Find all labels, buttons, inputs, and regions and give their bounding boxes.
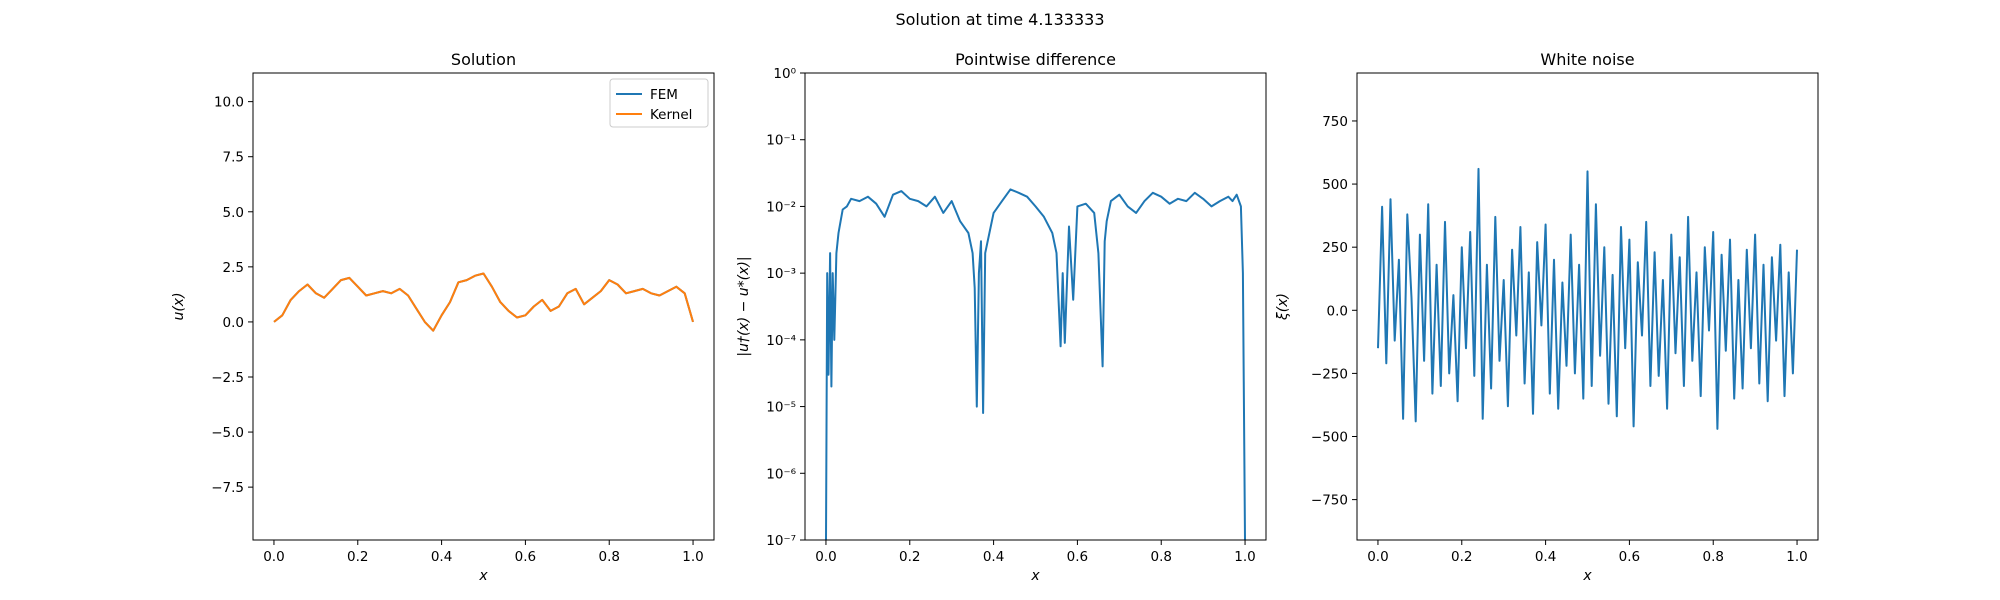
y-tick-label: −250 xyxy=(1311,366,1348,382)
x-tick-label: 1.0 xyxy=(1234,549,1255,565)
y-tick-label: 500 xyxy=(1322,177,1348,193)
x-tick-label: 0.4 xyxy=(431,549,452,565)
y-tick-label: 10⁻² xyxy=(766,199,796,215)
solution-panel: 0.0 0.2 0.4 0.6 0.8 1.0 −7.5 −5.0 −2.5 0.0 2.5 5.0 7… xyxy=(171,50,715,584)
y-tick-label: 10⁻⁴ xyxy=(766,333,796,349)
y-tick-label: −5.0 xyxy=(211,425,244,441)
legend: FEM Kernel xyxy=(609,78,709,128)
panel-title: Pointwise difference xyxy=(955,50,1116,69)
plot-area xyxy=(825,188,1246,540)
x-tick-label: 0.0 xyxy=(263,549,284,565)
fem-series-line xyxy=(273,272,694,332)
x-axis-label: x xyxy=(1030,568,1040,584)
plot-area xyxy=(1377,167,1798,430)
y-tick-label: 10⁰ xyxy=(773,66,796,82)
x-tick-label: 0.6 xyxy=(1067,549,1088,565)
figure-suptitle: Solution at time 4.133333 xyxy=(895,10,1104,29)
y-tick-label: −7.5 xyxy=(211,480,244,496)
axes-frame xyxy=(804,72,1267,541)
y-tick-label: −500 xyxy=(1311,430,1348,446)
y-tick-label: −2.5 xyxy=(211,370,244,386)
axes-frame xyxy=(1356,72,1819,541)
x-axis-label: x xyxy=(478,568,488,584)
x-axis-label: x xyxy=(1582,568,1592,584)
x-tick-label: 0.8 xyxy=(1702,549,1723,565)
panel-title: Solution xyxy=(451,50,516,69)
x-tick-label: 0.2 xyxy=(347,549,368,565)
y-axis-label: ξ(x) xyxy=(1275,293,1291,321)
x-tick-label: 1.0 xyxy=(682,549,703,565)
x-tick-label: 0.8 xyxy=(598,549,619,565)
y-tick-label: 10⁻¹ xyxy=(766,133,796,149)
y-tick-label: 10.0 xyxy=(214,95,244,111)
x-tick-label: 0.2 xyxy=(899,549,920,565)
y-axis-label: u(x) xyxy=(171,292,187,320)
y-axis-label: |u†(x) − u*(x)| xyxy=(736,256,752,356)
x-tick-label: 0.0 xyxy=(815,549,836,565)
x-tick-label: 0.6 xyxy=(515,549,536,565)
y-tick-label: 10⁻⁷ xyxy=(766,533,796,549)
y-tick-label: 5.0 xyxy=(223,205,244,221)
x-tick-label: 0.6 xyxy=(1619,549,1640,565)
y-tick-label: 10⁻⁵ xyxy=(766,400,796,416)
white-noise-panel: 0.0 0.2 0.4 0.6 0.8 1.0 −750 −500 −250 0.0 250 500 7… xyxy=(1275,50,1819,584)
x-tick-label: 1.0 xyxy=(1786,549,1807,565)
x-tick-label: 0.0 xyxy=(1367,549,1388,565)
data-series-line xyxy=(1377,167,1798,430)
y-tick-label: 2.5 xyxy=(223,260,244,276)
x-tick-label: 0.4 xyxy=(1535,549,1556,565)
axes-frame xyxy=(252,72,715,541)
y-tick-label: 10⁻⁶ xyxy=(766,466,796,482)
y-tick-label: 7.5 xyxy=(223,150,244,166)
plot-area xyxy=(273,272,694,332)
x-tick-label: 0.2 xyxy=(1451,549,1472,565)
x-tick-label: 0.8 xyxy=(1150,549,1171,565)
data-series-line xyxy=(825,188,1246,540)
y-tick-label: 250 xyxy=(1322,240,1348,256)
y-tick-label: −750 xyxy=(1311,493,1348,509)
x-tick-label: 0.4 xyxy=(983,549,1004,565)
pointwise-difference-panel: 0.0 0.2 0.4 0.6 0.8 1.0 10⁻⁷ 10⁻⁶ 10⁻⁵ 10⁻⁴ 10⁻³ 10… xyxy=(736,50,1267,584)
kernel-series-line xyxy=(273,272,694,332)
y-tick-label: 750 xyxy=(1322,114,1348,130)
y-tick-label: 0.0 xyxy=(223,315,244,331)
panel-title: White noise xyxy=(1540,50,1634,69)
y-tick-label: 0.0 xyxy=(1327,303,1348,319)
y-tick-label: 10⁻³ xyxy=(766,266,796,282)
legend-label: Kernel xyxy=(650,107,692,123)
legend-label: FEM xyxy=(650,87,678,103)
